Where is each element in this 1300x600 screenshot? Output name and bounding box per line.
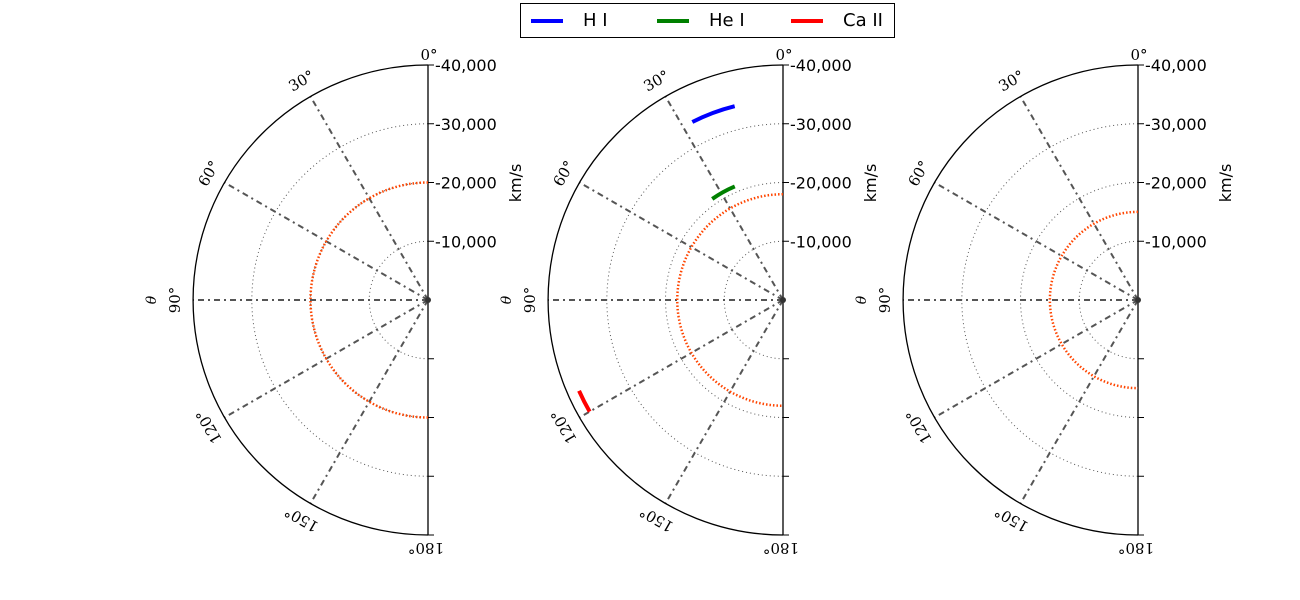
legend-swatch-he-i [657, 19, 689, 23]
panel-middle-outer-arc [547, 64, 784, 536]
panel-right-angle-label-60: 60° [904, 157, 933, 189]
panel-left-angle-grid-30 [309, 95, 429, 301]
panel-left-radial-axis-label: km/s [506, 164, 525, 203]
panel-middle-angle-label-90: 90° [521, 287, 539, 314]
panel-right-angle-grid-60 [933, 181, 1139, 301]
panel-middle-angle-grid-30 [664, 95, 784, 301]
legend-label-ca-ii: Ca II [843, 10, 883, 31]
panel-middle-angle-label-60: 60° [549, 157, 578, 189]
panel-middle-angle-label-120: 120° [547, 406, 581, 446]
panel-left-angle-label-120: 120° [192, 406, 226, 446]
panel-left-angle-label-30: 30° [285, 66, 317, 95]
panel-right-theta-label: θ [854, 295, 870, 304]
panel-middle-radial-tick-label-10000: -10,000 [790, 232, 852, 251]
panel-middle-radial-tick-label-30000: -30,000 [790, 115, 852, 134]
panel-left-angle-label-180: 180° [408, 539, 444, 557]
panel-middle-angle-label-180: 180° [763, 539, 799, 557]
panel-left-radial-tick-label-30000: -30,000 [435, 115, 497, 134]
panel-middle-angle-grid-120 [578, 299, 784, 419]
panel-left-radial-tick-label-10000: -10,000 [435, 232, 497, 251]
panel-right-angle-grid-30 [1019, 95, 1139, 301]
legend-swatch-h-i [531, 19, 563, 23]
panel-left-outer-arc [192, 64, 429, 536]
panel-right-radial-tick-label-40000: -40,000 [1145, 56, 1207, 75]
panel-right-angle-grid-120 [933, 299, 1139, 419]
panel-right-angle-label-0: 0° [1130, 46, 1147, 64]
panel-left-angle-label-150: 150° [281, 502, 321, 536]
legend-swatch-ca-ii [791, 19, 823, 23]
panel-right-angle-label-150: 150° [991, 502, 1031, 536]
panel-middle-reference-ring [676, 193, 784, 407]
panel-right-radial-tick-label-30000: -30,000 [1145, 115, 1207, 134]
panel-right-center-dot [1135, 297, 1141, 303]
panel-left-radial-tick-label-20000: -20,000 [435, 174, 497, 193]
panel-middle-angle-label-150: 150° [636, 502, 676, 536]
panel-right-radial-axis-label: km/s [1216, 164, 1235, 203]
panel-left-theta-label: θ [144, 295, 160, 304]
panel-left-angle-label-0: 0° [420, 46, 437, 64]
panel-right-reference-ring [1048, 210, 1139, 390]
panel-middle-center-dot [780, 297, 786, 303]
panel-right-angle-label-180: 180° [1118, 539, 1154, 557]
panel-left-angle-label-60: 60° [194, 157, 223, 189]
panel-middle-radial-tick-label-40000: -40,000 [790, 56, 852, 75]
panel-right-angle-grid-150 [1019, 299, 1139, 505]
panel-right-angle-label-90: 90° [876, 287, 894, 314]
panel-left-center-dot [425, 297, 431, 303]
panel-middle-radial-tick-label-20000: -20,000 [790, 174, 852, 193]
panel-middle-radial-axis-label: km/s [861, 164, 880, 203]
panel-left-angle-label-90: 90° [166, 287, 184, 314]
panel-right-radial-tick-label-10000: -10,000 [1145, 232, 1207, 251]
panel-middle-arc-h-i [691, 104, 736, 124]
panel-middle-angle-grid-150 [664, 299, 784, 505]
panel-left-radial-tick-label-40000: -40,000 [435, 56, 497, 75]
panel-right-angle-label-30: 30° [995, 66, 1027, 95]
panel-right-radial-tick-label-20000: -20,000 [1145, 174, 1207, 193]
legend-label-he-i: He I [709, 10, 745, 31]
legend-label-h-i: H I [583, 10, 608, 31]
panel-middle-angle-label-0: 0° [775, 46, 792, 64]
panel-middle-angle-label-30: 30° [640, 66, 672, 95]
legend: H I He I Ca II [520, 3, 895, 38]
panel-middle-angle-grid-60 [578, 181, 784, 301]
panel-middle-arc-ca-ii [577, 389, 592, 413]
panel-right-outer-arc [902, 64, 1139, 536]
panel-middle-arc-he-i [711, 184, 736, 201]
panel-middle-theta-label: θ [499, 295, 515, 304]
panel-left-angle-grid-150 [309, 299, 429, 505]
panel-right-angle-label-120: 120° [902, 406, 936, 446]
